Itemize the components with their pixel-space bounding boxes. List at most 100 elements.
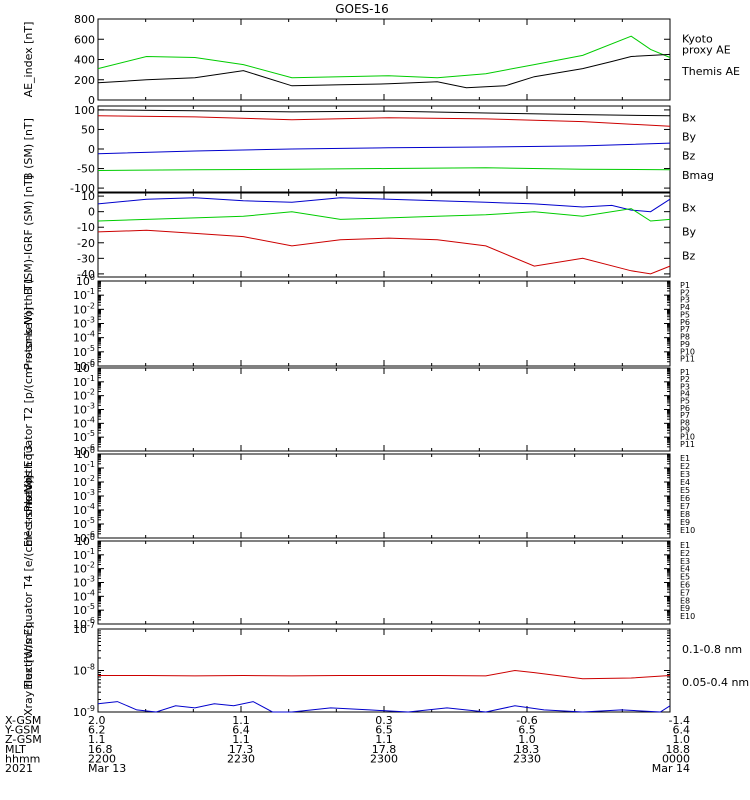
legend-entry: Themis AE xyxy=(681,65,740,78)
y-tick-label: 10-6 xyxy=(73,443,95,458)
channel-label: P3 xyxy=(680,382,690,391)
x-row-label: Z-GSM xyxy=(5,733,42,746)
channel-label: E2 xyxy=(680,549,690,558)
legend-entry: By xyxy=(682,225,697,238)
y-tick-label: 10-8 xyxy=(73,663,95,678)
legend-entry: Bz xyxy=(682,249,696,262)
x-row-value: 1.1 xyxy=(88,733,106,746)
legend-entry: Kyoto xyxy=(682,32,713,45)
legend-entry: Bz xyxy=(682,150,696,163)
series-line-1 xyxy=(98,669,671,680)
y-tick-label: 10-3 xyxy=(73,575,95,590)
y-tick-label: 10-7 xyxy=(73,621,95,636)
y-tick-label: 10-1 xyxy=(73,287,95,302)
y-tick-label: 0 xyxy=(88,143,95,156)
y-tick-label: 10-5 xyxy=(73,429,95,444)
y-tick-label: 10-4 xyxy=(73,330,95,345)
channel-label: P8 xyxy=(680,418,690,427)
x-row-value: 6.5 xyxy=(375,724,393,737)
panel-2: -100 -50 0 50 100 B (SM) [nT] Bx By Bz Bmag xyxy=(22,104,714,195)
channel-label: P9 xyxy=(680,340,690,349)
y-tick-label: 100 xyxy=(76,533,95,548)
x-row-value: 1.0 xyxy=(673,733,691,746)
channel-label: E3 xyxy=(680,470,690,479)
x-row-label: 2021 xyxy=(5,762,33,775)
x-row-value: 0.3 xyxy=(375,714,393,727)
y-tick-label: 10-6 xyxy=(73,358,95,373)
panel-frame xyxy=(97,367,671,452)
channel-label: P2 xyxy=(680,288,690,297)
channel-label: P7 xyxy=(680,411,690,420)
x-row-value: Mar 13 xyxy=(88,762,126,775)
y-tick-label: 10-5 xyxy=(73,344,95,359)
y-tick-label: 10-2 xyxy=(73,301,95,316)
y-tick-label: 100 xyxy=(76,360,95,375)
x-row-value: -1.4 xyxy=(669,714,690,727)
y-tick-label: 10 xyxy=(81,190,95,203)
channel-label: P3 xyxy=(680,296,690,305)
channel-label: E4 xyxy=(680,565,690,574)
y-tick-label: 10-1 xyxy=(73,374,95,389)
y-tick-label: 10-4 xyxy=(73,415,95,430)
y-tick-label: -30 xyxy=(77,252,95,265)
channel-label: E5 xyxy=(680,573,690,582)
channel-label: E6 xyxy=(680,581,690,590)
x-row-value: 18.8 xyxy=(666,743,691,756)
channel-label: E1 xyxy=(680,541,690,550)
y-tick-label: 10-1 xyxy=(73,460,95,475)
y-tick-label: 10-3 xyxy=(73,488,95,503)
panel-frame xyxy=(97,192,671,278)
channel-label: P6 xyxy=(680,318,690,327)
legend-entry: 0.1-0.8 nm xyxy=(682,643,742,656)
legend-entry: Bmag xyxy=(682,169,714,182)
panel-frame xyxy=(97,280,671,367)
chart-title: GOES-16 xyxy=(335,2,389,16)
channel-label: P11 xyxy=(680,355,695,364)
channel-label: P9 xyxy=(680,425,690,434)
y-tick-label: 100 xyxy=(76,273,95,288)
y-tick-label: 0 xyxy=(88,206,95,219)
channel-label: P8 xyxy=(680,333,690,342)
y-axis-label: AE_index [nT] xyxy=(22,22,35,98)
channel-label: P4 xyxy=(680,303,690,312)
channel-label: E3 xyxy=(680,557,690,566)
x-row-value: 17.8 xyxy=(372,743,397,756)
y-tick-label: 10-6 xyxy=(73,530,95,545)
channel-label: E1 xyxy=(680,454,690,463)
series-line-2 xyxy=(97,208,671,222)
channel-label: P1 xyxy=(680,281,690,290)
channel-label: E10 xyxy=(680,612,695,621)
channel-label: E4 xyxy=(680,478,690,487)
channel-label: E8 xyxy=(680,596,690,605)
channel-label: E9 xyxy=(680,604,690,613)
channel-label: P2 xyxy=(680,375,690,384)
y-tick-label: 10-6 xyxy=(73,616,95,631)
x-row-value: Mar 14 xyxy=(652,762,690,775)
y-tick-label: -20 xyxy=(77,237,95,250)
y-tick-label: 600 xyxy=(74,33,95,46)
channel-label: P11 xyxy=(680,440,695,449)
y-axis-label: Xray flux [W/m²] xyxy=(22,625,35,716)
series-line-2 xyxy=(97,701,671,713)
x-row-value: 2330 xyxy=(513,752,541,765)
x-axis-labels: X-GSM 2.0 1.1 0.3 -0.6 -1.4 Y-GSM 6.2 6.4 6.5 6.5 6… xyxy=(4,714,690,775)
y-tick-label: 50 xyxy=(81,123,95,136)
y-tick-label: 200 xyxy=(74,74,95,87)
series-line-3 xyxy=(97,229,671,275)
x-row-label: X-GSM xyxy=(5,714,41,727)
series-line-3 xyxy=(97,115,671,127)
y-tick-label: -100 xyxy=(70,182,95,195)
y-tick-label: 10-9 xyxy=(73,704,95,719)
x-row-value: 6.5 xyxy=(518,724,536,737)
y-tick-label: 800 xyxy=(74,13,95,26)
x-row-value: 1.0 xyxy=(518,733,536,746)
y-tick-label: 100 xyxy=(76,446,95,461)
y-tick-label: 10-5 xyxy=(73,602,95,617)
channel-label: E8 xyxy=(680,510,690,519)
x-row-value: 2230 xyxy=(227,752,255,765)
